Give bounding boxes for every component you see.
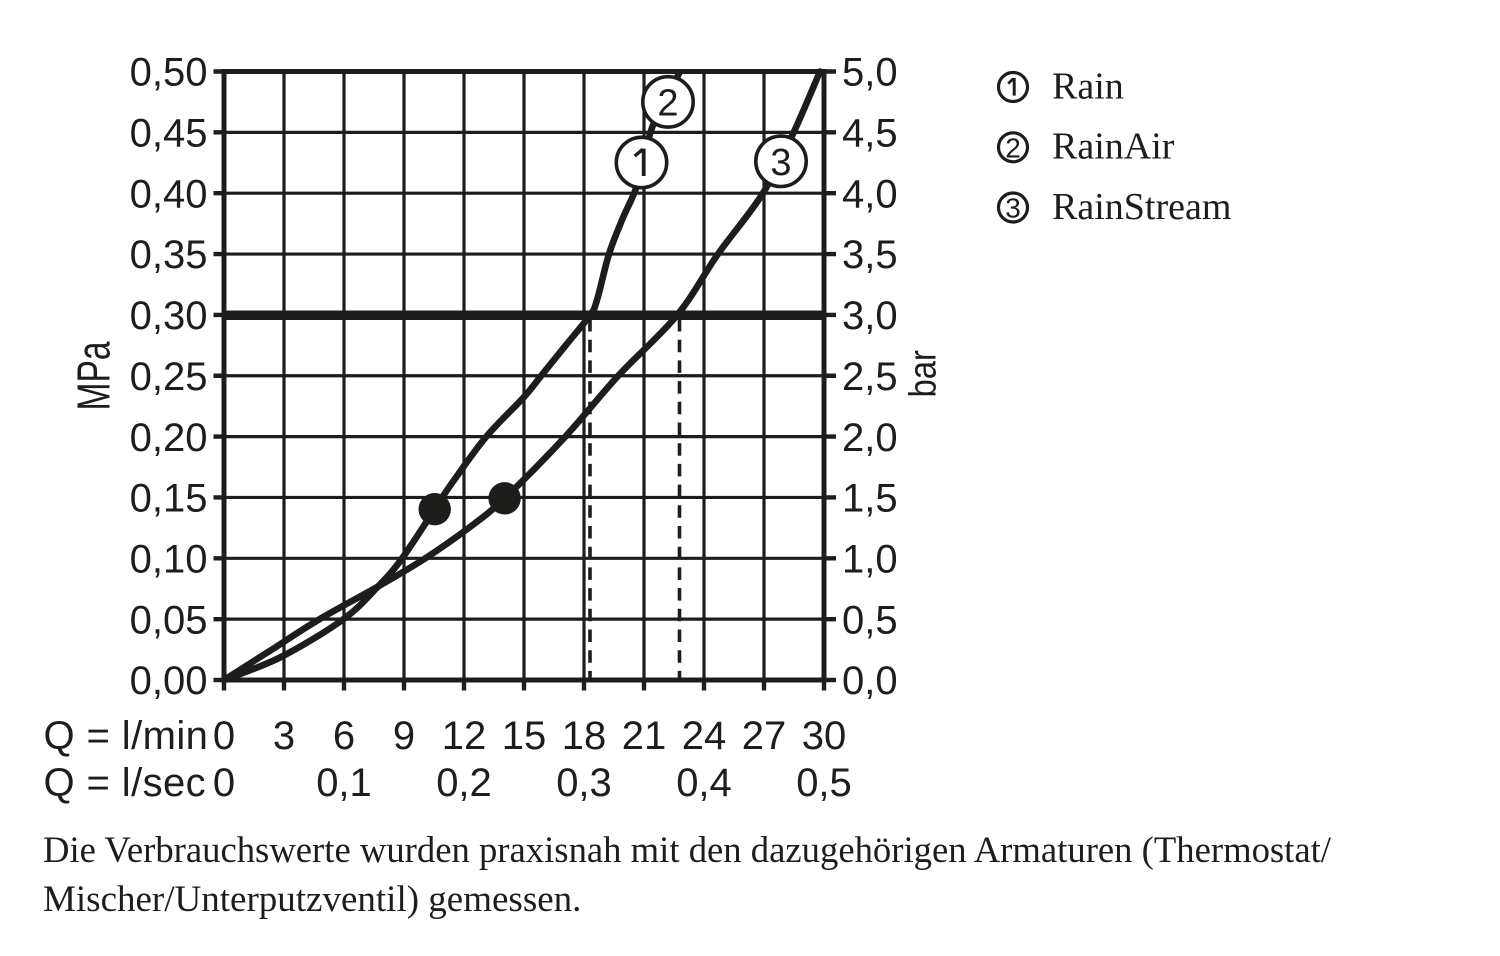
svg-text:RainStream: RainStream [1052, 186, 1231, 228]
svg-text:24: 24 [682, 714, 727, 758]
svg-text:0,15: 0,15 [130, 477, 208, 521]
svg-text:0,10: 0,10 [130, 538, 208, 582]
svg-text:4,5: 4,5 [842, 112, 898, 156]
svg-text:0,00: 0,00 [130, 659, 208, 703]
svg-text:30: 30 [802, 714, 847, 758]
svg-text:0,5: 0,5 [842, 598, 898, 642]
svg-text:2: 2 [1005, 132, 1021, 163]
svg-text:18: 18 [562, 714, 607, 758]
svg-text:21: 21 [622, 714, 667, 758]
svg-text:0,50: 0,50 [130, 51, 208, 95]
svg-text:3,0: 3,0 [842, 294, 898, 338]
svg-text:0,05: 0,05 [130, 598, 208, 642]
svg-text:0,35: 0,35 [130, 233, 208, 277]
svg-text:0,20: 0,20 [130, 416, 208, 460]
svg-text:Rain: Rain [1052, 65, 1124, 107]
svg-text:15: 15 [502, 714, 547, 758]
svg-text:0: 0 [213, 761, 235, 805]
svg-text:Die Verbrauchswerte wurden pra: Die Verbrauchswerte wurden praxisnah mit… [43, 830, 1332, 871]
svg-text:0,30: 0,30 [130, 294, 208, 338]
svg-text:Mischer/Unterputzventil) gemes: Mischer/Unterputzventil) gemessen. [43, 879, 581, 920]
svg-text:RainAir: RainAir [1052, 126, 1175, 168]
svg-text:0: 0 [213, 714, 235, 758]
svg-text:1,5: 1,5 [842, 477, 898, 521]
svg-text:0,2: 0,2 [436, 761, 492, 805]
svg-text:0,5: 0,5 [796, 761, 852, 805]
svg-text:0,25: 0,25 [130, 355, 208, 399]
svg-text:0,0: 0,0 [842, 659, 898, 703]
svg-text:MPa: MPa [68, 341, 120, 410]
svg-text:6: 6 [333, 714, 355, 758]
svg-text:bar: bar [903, 350, 945, 398]
svg-text:3,5: 3,5 [842, 233, 898, 277]
svg-text:9: 9 [393, 714, 415, 758]
svg-text:2,5: 2,5 [842, 355, 898, 399]
svg-text:0,4: 0,4 [676, 761, 732, 805]
svg-text:3: 3 [770, 142, 791, 184]
svg-text:Q = l/sec: Q = l/sec [44, 761, 207, 805]
svg-text:4,0: 4,0 [842, 172, 898, 216]
svg-text:3: 3 [1005, 193, 1021, 224]
svg-text:27: 27 [742, 714, 787, 758]
svg-text:5,0: 5,0 [842, 51, 898, 95]
svg-text:2,0: 2,0 [842, 416, 898, 460]
svg-text:3: 3 [273, 714, 295, 758]
svg-text:Q = l/min: Q = l/min [44, 714, 209, 758]
svg-text:2: 2 [657, 82, 678, 124]
svg-text:1,0: 1,0 [842, 538, 898, 582]
svg-text:0,3: 0,3 [556, 761, 612, 805]
svg-text:0,40: 0,40 [130, 172, 208, 216]
svg-text:0,45: 0,45 [130, 112, 208, 156]
svg-text:0,1: 0,1 [316, 761, 372, 805]
svg-text:12: 12 [442, 714, 487, 758]
